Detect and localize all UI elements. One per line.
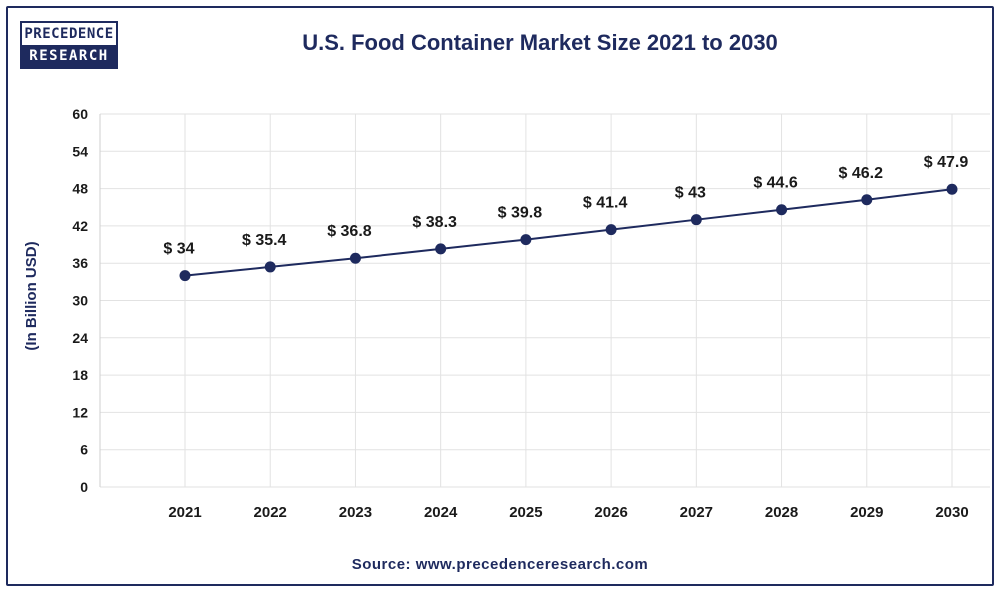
- source-note: Source: www.precedenceresearch.com: [351, 556, 649, 573]
- chart-frame: [6, 6, 994, 586]
- logo-line-2: RESEARCH: [22, 45, 116, 67]
- precedence-research-logo: PRECEDENCE RESEARCH: [20, 21, 118, 69]
- logo-line-1: PRECEDENCE: [22, 23, 116, 45]
- chart-title: U.S. Food Container Market Size 2021 to …: [302, 30, 778, 55]
